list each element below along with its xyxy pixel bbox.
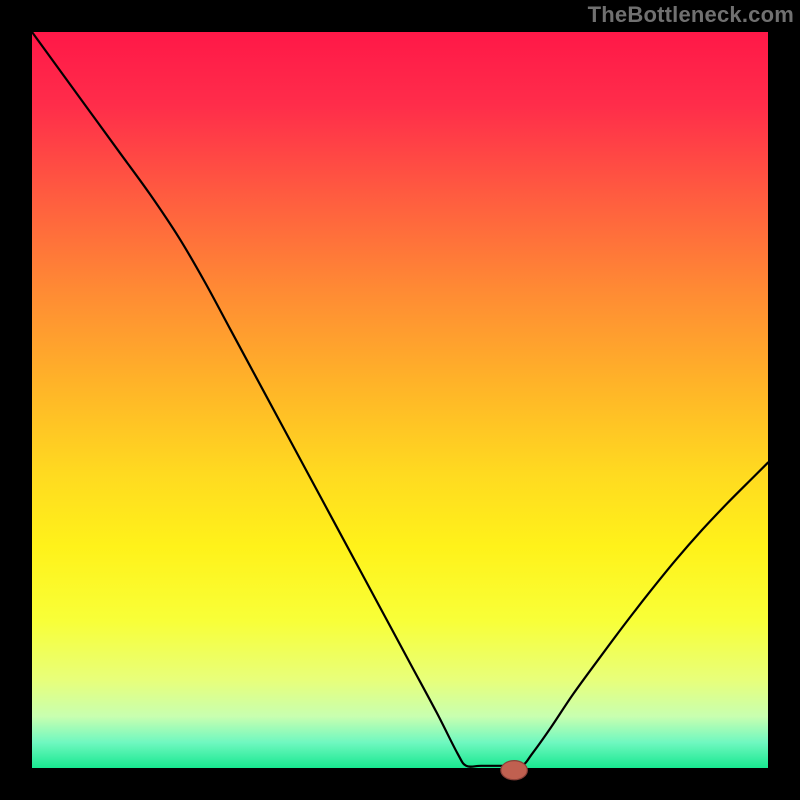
chart-background [32,32,768,768]
chart-stage: TheBottleneck.com [0,0,800,800]
optimal-marker [501,761,527,780]
bottleneck-chart [0,0,800,800]
